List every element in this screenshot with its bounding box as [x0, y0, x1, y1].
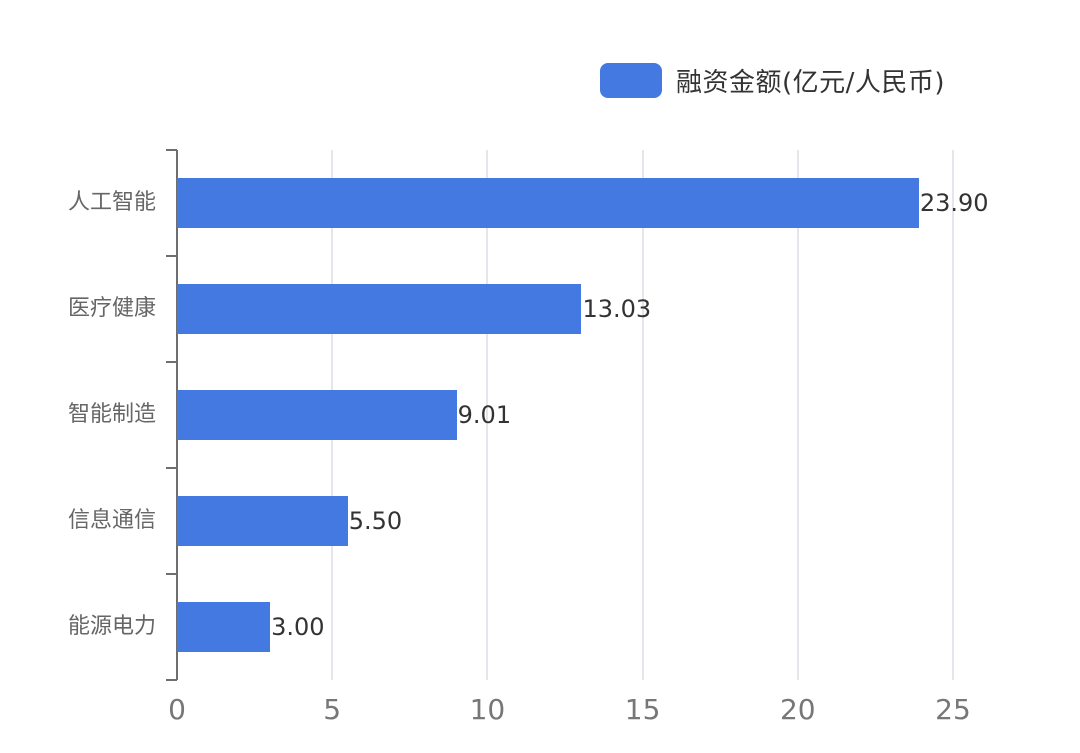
- bar-value-label: 23.90: [919, 189, 989, 217]
- x-tick-label: 10: [469, 693, 506, 726]
- y-tick: [166, 679, 177, 681]
- bar: [177, 178, 919, 228]
- gridline: [952, 150, 954, 680]
- y-tick: [166, 255, 177, 257]
- y-tick: [166, 573, 177, 575]
- bar-value-label: 13.03: [582, 295, 652, 323]
- legend-swatch: [600, 63, 662, 98]
- bar: [177, 602, 271, 652]
- bar: [177, 496, 348, 546]
- y-tick: [166, 361, 177, 363]
- bar-value-label: 3.00: [271, 613, 325, 641]
- x-tick-label: 5: [323, 693, 342, 726]
- legend-label: 融资金额(亿元/人民币): [676, 68, 946, 98]
- y-tick: [166, 467, 177, 469]
- category-label: 医疗健康: [67, 296, 156, 321]
- bar-value-label: 9.01: [457, 401, 512, 429]
- x-tick-label: 0: [168, 693, 186, 726]
- category-label: 人工智能: [67, 190, 156, 215]
- y-tick: [166, 149, 177, 151]
- category-label: 智能制造: [67, 402, 156, 427]
- bar: [177, 390, 457, 440]
- gridline: [486, 150, 489, 680]
- bar: [177, 284, 582, 334]
- x-tick-label: 25: [935, 693, 971, 726]
- bar-value-label: 5.50: [348, 507, 403, 535]
- gridline: [796, 150, 799, 680]
- category-label: 信息通信: [67, 508, 156, 533]
- x-tick-label: 15: [624, 693, 661, 726]
- x-tick-label: 20: [779, 693, 816, 726]
- gridline: [641, 150, 644, 680]
- legend: 融资金额(亿元/人民币): [600, 62, 945, 99]
- category-label: 能源电力: [67, 614, 156, 639]
